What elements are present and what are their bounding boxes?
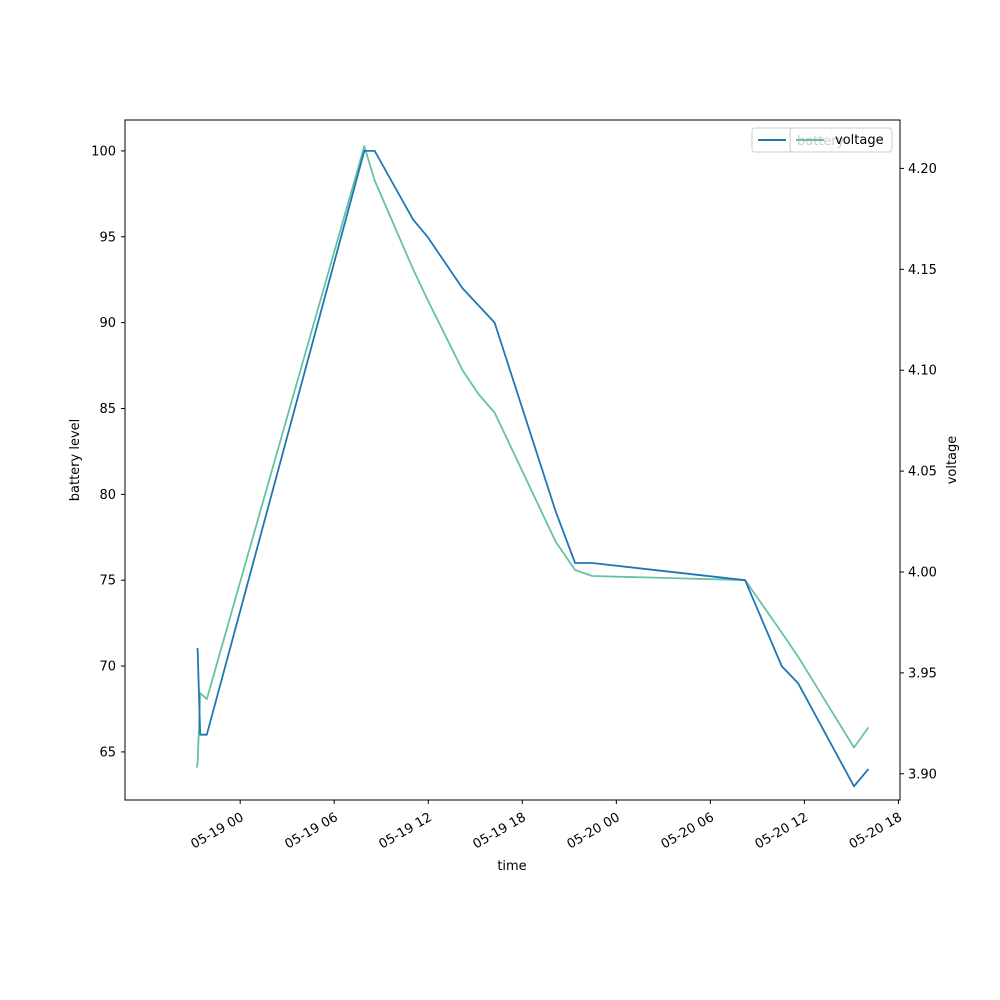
left-y-axis-label: battery level xyxy=(68,419,83,502)
series-line-battery xyxy=(196,149,870,788)
left-y-tick-label: 80 xyxy=(99,488,116,503)
right-y-tick-label: 3.90 xyxy=(908,767,937,782)
right-y-tick-label: 3.95 xyxy=(908,666,937,681)
legend-voltage: voltage xyxy=(789,127,893,153)
left-y-tick-label: 85 xyxy=(99,402,116,417)
legend-voltage-label: voltage xyxy=(835,133,884,148)
x-axis-label: time xyxy=(497,859,526,874)
right-y-axis-ticks: 3.90 3.95 4.00 4.05 4.10 4.15 4.20 xyxy=(900,162,937,782)
left-y-tick-label: 100 xyxy=(91,144,116,159)
right-y-tick-label: 4.20 xyxy=(908,162,937,177)
left-y-tick-label: 90 xyxy=(99,316,116,331)
left-y-tick-label: 65 xyxy=(99,745,116,760)
plot-lines xyxy=(195,145,870,788)
right-y-axis-label: voltage xyxy=(945,436,960,485)
right-y-tick-label: 4.10 xyxy=(908,364,937,379)
left-y-axis-ticks: 65 70 75 80 85 90 95 100 xyxy=(91,144,125,760)
legend-voltage-box xyxy=(789,127,893,153)
series-line-voltage xyxy=(195,145,870,768)
right-y-tick-label: 4.15 xyxy=(908,263,937,278)
right-y-tick-label: 4.00 xyxy=(908,565,937,580)
left-y-tick-label: 95 xyxy=(99,230,116,245)
left-y-tick-label: 70 xyxy=(99,660,116,675)
right-y-tick-label: 4.05 xyxy=(908,465,937,480)
plot-frame xyxy=(124,119,901,801)
left-y-tick-label: 75 xyxy=(99,574,116,589)
